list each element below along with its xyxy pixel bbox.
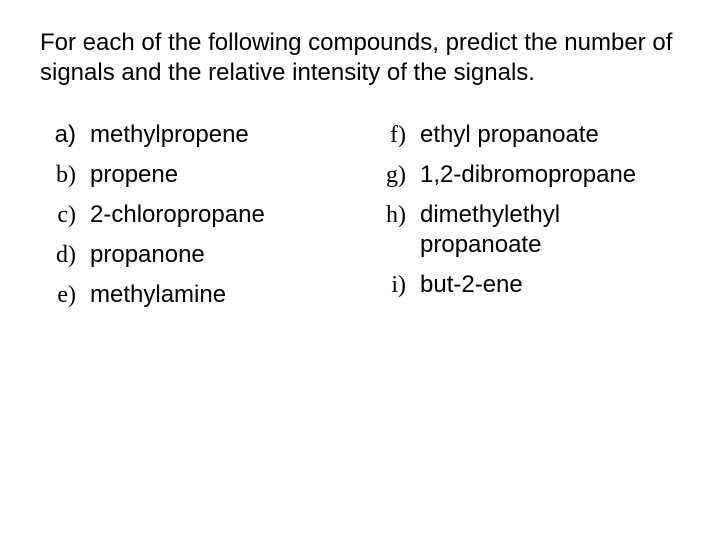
list-item: e) methylamine	[40, 280, 350, 310]
item-marker: e)	[40, 280, 90, 310]
item-label: but-2-ene	[420, 270, 680, 300]
item-marker: b)	[40, 160, 90, 190]
item-marker: h)	[370, 200, 420, 230]
page: For each of the following compounds, pre…	[0, 0, 720, 320]
item-label: ethyl propanoate	[420, 120, 680, 150]
item-marker: a)	[40, 120, 90, 150]
question-prompt: For each of the following compounds, pre…	[40, 28, 680, 88]
item-label: dimethylethyl propanoate	[420, 200, 680, 260]
item-label: propanone	[90, 240, 350, 270]
columns: a) methylpropene b) propene c) 2-chlorop…	[40, 120, 680, 320]
item-marker: g)	[370, 160, 420, 190]
list-item: g) 1,2-dibromopropane	[370, 160, 680, 190]
right-column: f) ethyl propanoate g) 1,2-dibromopropan…	[370, 120, 680, 320]
item-label: 1,2-dibromopropane	[420, 160, 680, 190]
list-item: d) propanone	[40, 240, 350, 270]
list-item: c) 2-chloropropane	[40, 200, 350, 230]
list-item: b) propene	[40, 160, 350, 190]
list-item: f) ethyl propanoate	[370, 120, 680, 150]
item-marker: f)	[370, 120, 420, 150]
item-marker: i)	[370, 270, 420, 300]
item-label: methylpropene	[90, 120, 350, 150]
item-marker: d)	[40, 240, 90, 270]
item-label: 2-chloropropane	[90, 200, 350, 230]
left-column: a) methylpropene b) propene c) 2-chlorop…	[40, 120, 350, 320]
item-label: propene	[90, 160, 350, 190]
list-item: a) methylpropene	[40, 120, 350, 150]
item-marker: c)	[40, 200, 90, 230]
item-label: methylamine	[90, 280, 350, 310]
list-item: h) dimethylethyl propanoate	[370, 200, 680, 260]
list-item: i) but-2-ene	[370, 270, 680, 300]
